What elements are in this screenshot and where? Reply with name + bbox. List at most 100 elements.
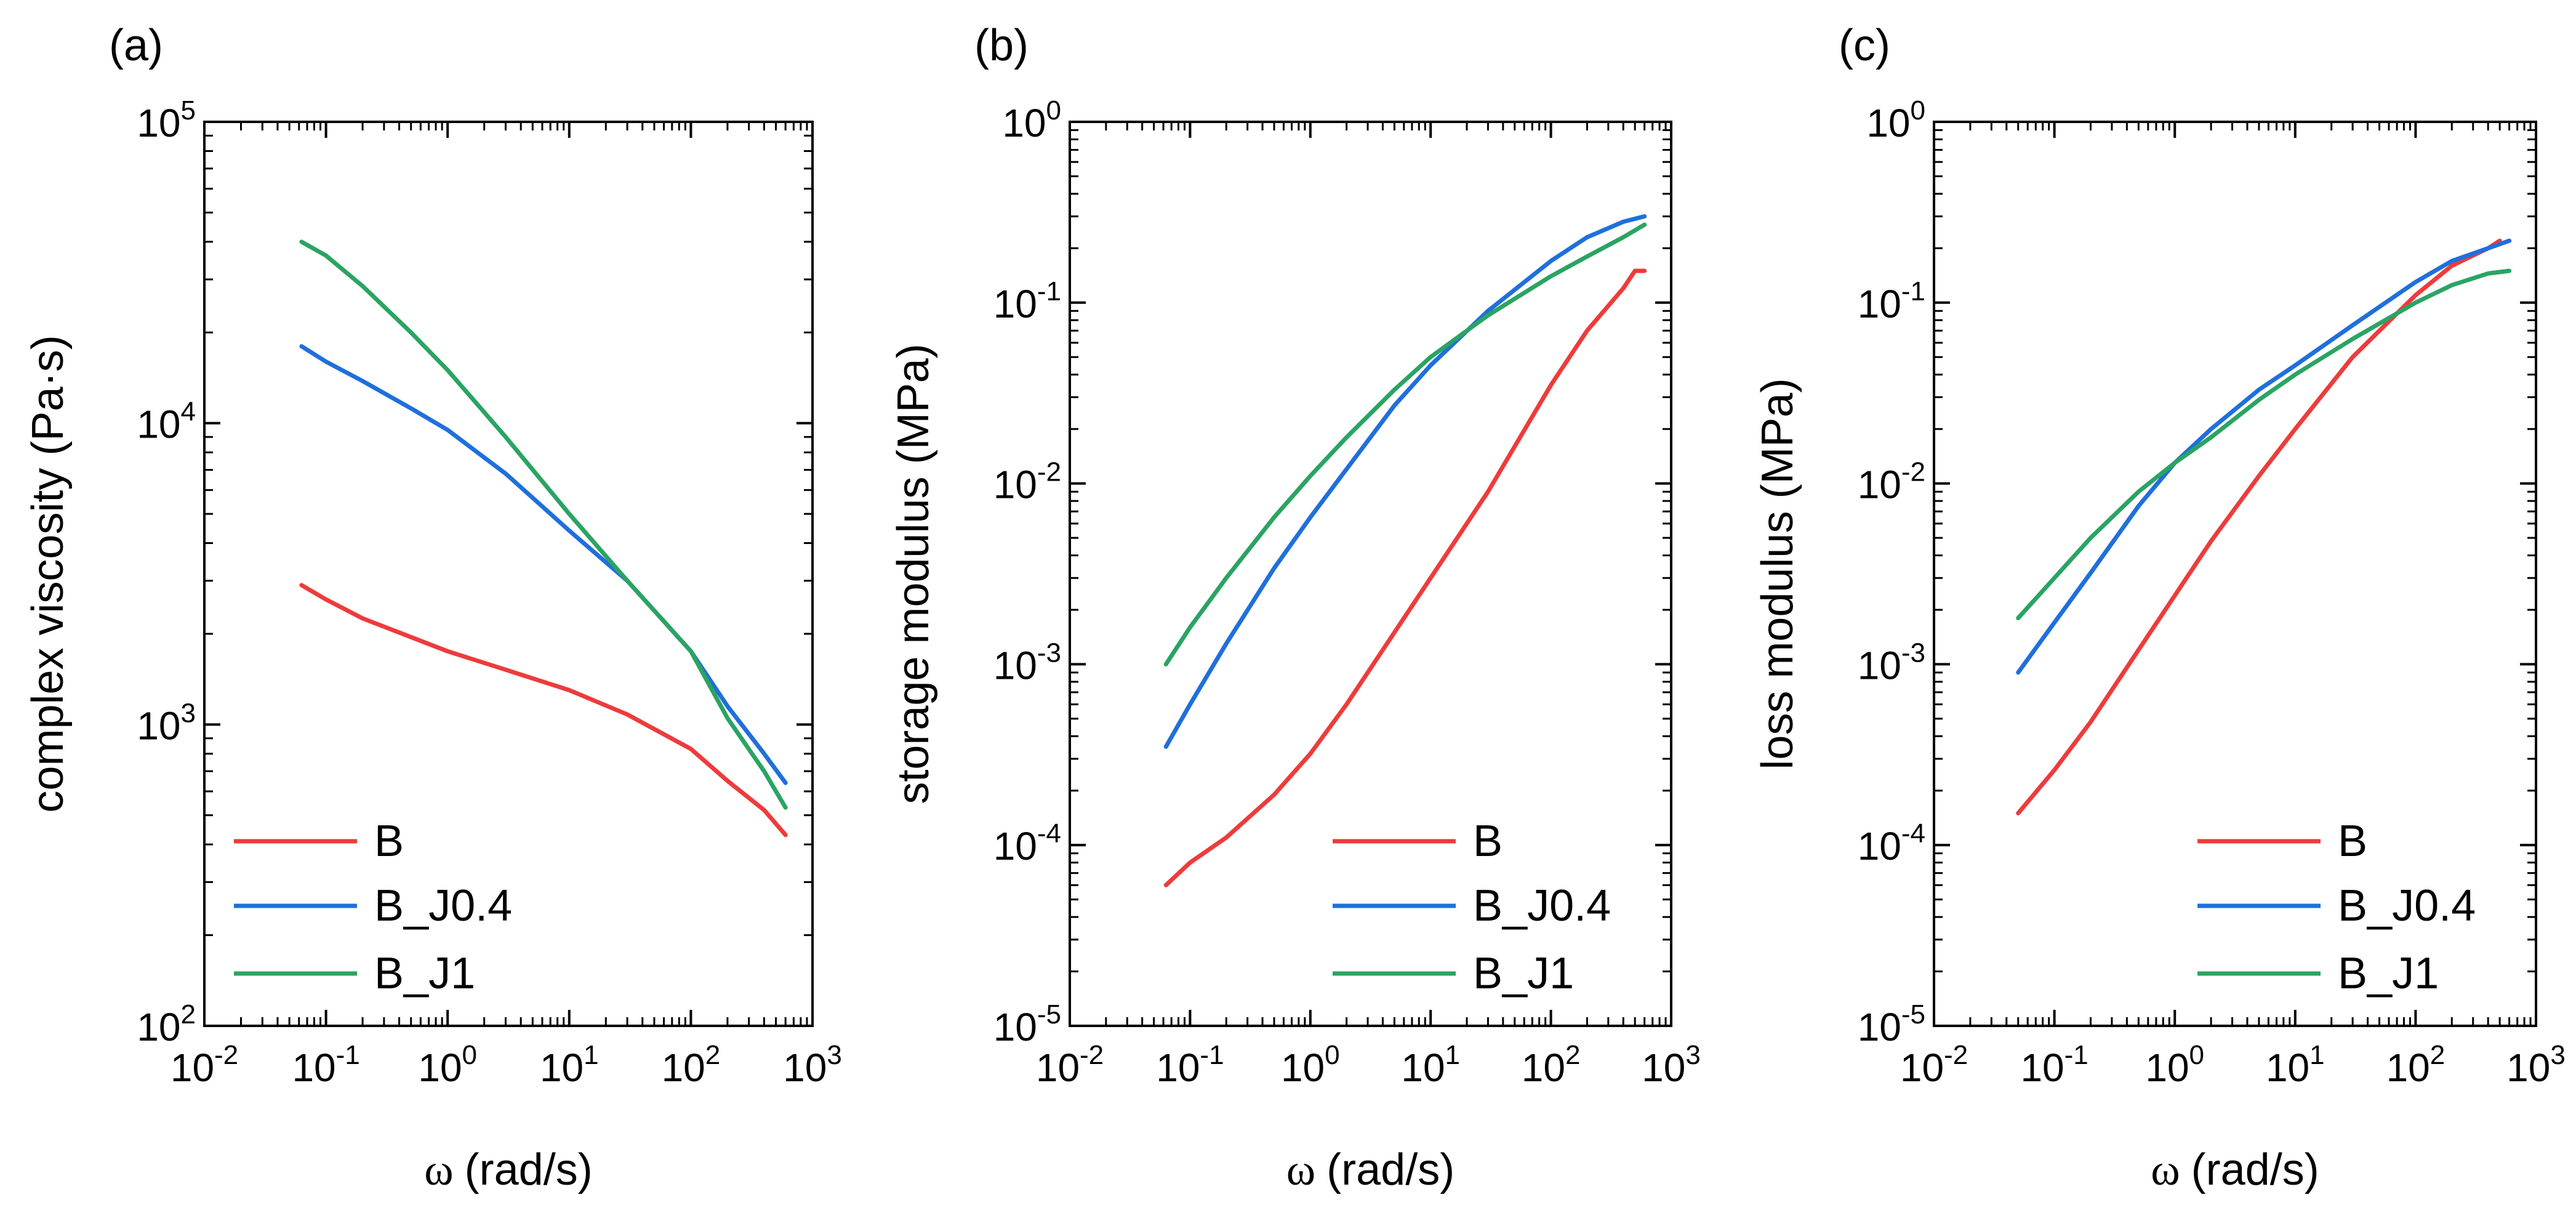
x-axis-symbol: ω [1286,1145,1315,1194]
x-tick-exponent: 0 [2189,1040,2204,1070]
y-tick-exponent: -3 [1037,638,1061,668]
series-line-b-j0-4 [299,344,788,785]
x-tick-exponent: 3 [827,1040,841,1070]
legend-label: B_J0.4 [374,881,512,930]
y-tick-base: 10 [1002,101,1046,145]
panel-c: (c)10-2 10-1 100 101 102 10310-510-410-310-21… [1753,21,2566,1194]
x-tick-exponent: -1 [336,1040,360,1070]
y-tick-label: 103 [137,698,196,748]
x-tick-exponent: 3 [1685,1040,1700,1070]
y-tick-label: 102 [137,999,196,1049]
x-axis-symbol: ω [2151,1145,2180,1194]
y-tick-label: 10-1 [993,276,1061,326]
x-tick-exponent: 0 [1325,1040,1339,1070]
y-tick-base: 10 [1858,824,1901,868]
x-tick-exponent: 2 [2430,1040,2445,1070]
y-tick-label: 10-5 [1858,999,1925,1049]
y-tick-label: 10-4 [1858,818,1925,868]
x-tick-exponent: 1 [584,1040,598,1070]
legend-label: B_J0.4 [1473,881,1611,930]
x-axis-symbol: ω [424,1145,453,1194]
legend-label: B_J1 [1473,949,1574,998]
legend-label: B [2338,817,2367,866]
x-tick-label: 10-2 [1036,1040,1104,1090]
panel-label: (c) [1839,21,1890,70]
y-tick-label: 10-3 [993,638,1061,687]
x-tick-base: 10 [2506,1046,2550,1090]
x-axis-unit: (rad/s) [1326,1145,1455,1194]
legend-label: B_J1 [374,949,475,998]
series-line-b-j1 [299,239,788,810]
y-axis-label: loss modulus (MPa) [1753,378,1802,769]
x-tick-base: 10 [1522,1046,1565,1090]
series-line-b [299,583,788,838]
panel-label: (a) [109,21,163,70]
y-axis-label: storage modulus (MPa) [889,343,938,804]
legend: B B_J0.4 B_J1 [1333,817,1611,998]
x-tick-exponent: -1 [2064,1040,2088,1070]
y-tick-base: 10 [137,402,180,447]
panel-label: (b) [974,21,1029,70]
x-tick-exponent: 0 [462,1040,477,1070]
y-tick-label: 10-2 [993,457,1061,507]
series-line-b [1163,268,1647,887]
y-tick-exponent: 5 [181,95,196,126]
x-tick-base: 10 [540,1046,584,1090]
legend-label: B [374,817,404,866]
x-tick-exponent: 1 [2309,1040,2324,1070]
y-tick-exponent: -1 [1037,276,1061,306]
y-tick-label: 100 [1002,95,1061,145]
y-tick-base: 10 [993,282,1037,326]
x-tick-base: 10 [2386,1046,2430,1090]
series-line-b-j0-4 [2016,238,2512,675]
x-tick-label: 101 [1401,1040,1460,1090]
panel-b: (b)10-2 10-1 100 101 102 10310-510-410-310-21… [889,21,1701,1194]
x-tick-base: 10 [2020,1046,2064,1090]
x-tick-base: 10 [1900,1046,1944,1090]
y-tick-base: 10 [137,101,180,145]
legend-label: B_J0.4 [2338,881,2476,930]
x-tick-label: 10-1 [2020,1040,2088,1090]
y-tick-exponent: -4 [1901,818,1925,849]
plot-frame [1069,121,1672,1027]
x-tick-base: 10 [783,1046,827,1090]
x-tick-exponent: -2 [1944,1040,1968,1070]
series-line-b-j1 [2016,268,2512,620]
x-tick-label: 102 [2386,1040,2446,1090]
x-tick-base: 10 [1156,1046,1200,1090]
x-tick-label: 101 [2266,1040,2325,1090]
series-line-b [2016,238,2502,815]
x-tick-base: 10 [2145,1046,2189,1090]
x-axis-unit: (rad/s) [2191,1145,2319,1194]
y-tick-label: 100 [1866,95,1925,145]
x-tick-exponent: -2 [214,1040,238,1070]
legend-label: B_J1 [2338,949,2439,998]
y-axis-label: complex viscosity (Pa·s) [23,335,73,812]
x-tick-base: 10 [1036,1046,1080,1090]
y-tick-base: 10 [993,824,1037,868]
x-tick-base: 10 [662,1046,705,1090]
y-tick-exponent: 0 [1911,95,1925,126]
x-tick-exponent: -2 [1080,1040,1104,1070]
x-tick-label: 10-2 [1900,1040,1968,1090]
y-tick-label: 10-5 [993,999,1061,1049]
y-tick-label: 10-4 [993,818,1061,868]
plot-frame [1933,121,2537,1027]
x-axis-label: ω (rad/s) [2151,1145,2319,1194]
x-tick-label: 102 [1522,1040,1581,1090]
x-tick-label: 103 [2506,1040,2566,1090]
x-tick-exponent: 1 [1445,1040,1460,1070]
series-line-b-j1 [1163,222,1647,666]
x-tick-label: 103 [783,1040,842,1090]
legend: B B_J0.4 B_J1 [2197,817,2476,998]
y-tick-exponent: -3 [1901,638,1925,668]
x-axis-label: ω (rad/s) [424,1145,592,1194]
y-tick-label: 10-1 [1858,276,1925,326]
y-tick-base: 10 [137,703,180,748]
y-tick-base: 10 [1858,282,1901,326]
y-tick-label: 105 [137,95,196,145]
x-tick-base: 10 [418,1046,462,1090]
y-tick-exponent: -2 [1901,457,1925,487]
